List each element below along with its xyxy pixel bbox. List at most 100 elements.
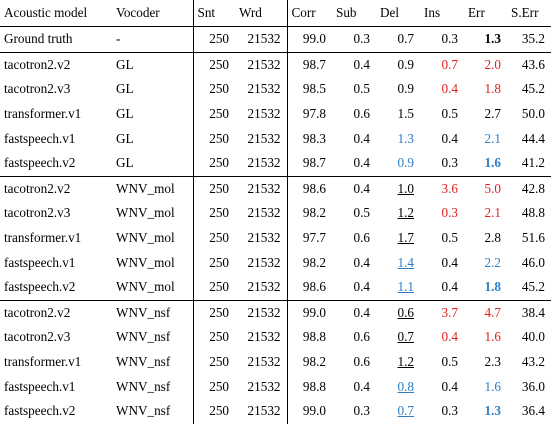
cell-sub: 0.4 (332, 299, 376, 326)
cell-del: 0.7 (397, 403, 414, 419)
cell-wrd: 21532 (235, 51, 287, 78)
cell-acoustic-model: tacotron2.v2 (0, 51, 112, 78)
cell-corr: 99.0 (286, 26, 332, 53)
table-row: tacotron2.v3 WNV_mol 250 21532 98.2 0.5 … (0, 201, 551, 226)
cell-err: 1.6 (484, 155, 501, 171)
table-row: tacotron2.v2 GL 250 21532 98.7 0.4 0.9 0… (0, 51, 551, 78)
cell-serr: 50.0 (521, 106, 545, 122)
cell-wrd: 21532 (247, 205, 281, 221)
cell-err: 2.0 (464, 51, 507, 78)
cell-serr: 51.6 (521, 230, 545, 246)
cell-vocoder: - (112, 26, 193, 53)
cell-acoustic-model: tacotron2.v3 (4, 205, 71, 221)
cell-sub: 0.4 (332, 51, 376, 78)
cell-snt: 250 (192, 398, 235, 424)
cell-sub: 0.4 (353, 378, 370, 394)
cell-del: 0.9 (397, 81, 414, 97)
header-row: Acoustic model Vocoder Snt Wrd Corr Sub … (0, 0, 551, 27)
cell-ins: 0.3 (441, 403, 458, 419)
cell-snt: 250 (192, 374, 235, 399)
cell-serr: 43.2 (521, 354, 545, 370)
cell-del: 1.4 (397, 254, 414, 270)
cell-sub: 0.4 (353, 279, 370, 295)
cell-vocoder: WNV_mol (112, 175, 193, 202)
header-snt: Snt (192, 0, 235, 27)
table-row: tacotron2.v3 WNV_nsf 250 21532 98.8 0.6 … (0, 325, 551, 350)
cell-ins: 0.7 (420, 51, 464, 78)
cell-wrd: 21532 (247, 354, 281, 370)
cell-sub: 0.3 (353, 403, 370, 419)
cell-snt: 250 (192, 274, 235, 301)
cell-sub: 0.5 (353, 81, 370, 97)
cell-corr: 98.7 (286, 51, 332, 78)
cell-snt: 250 (192, 201, 235, 226)
cell-snt: 250 (192, 349, 235, 375)
cell-err: 2.7 (484, 106, 501, 122)
cell-snt: 250 (192, 299, 235, 326)
cell-del: 1.2 (397, 205, 414, 221)
cell-sub: 0.4 (353, 254, 370, 270)
cell-err: 2.3 (484, 354, 501, 370)
cell-del: 0.9 (376, 51, 420, 78)
cell-ins: 0.4 (441, 130, 458, 146)
cell-vocoder: WNV_mol (116, 205, 175, 221)
cell-wrd: 21532 (247, 254, 281, 270)
table-row: fastspeech.v1 WNV_mol 250 21532 98.2 0.4… (0, 250, 551, 275)
table-row: tacotron2.v2 WNV_mol 250 21532 98.6 0.4 … (0, 175, 551, 202)
cell-acoustic-model: tacotron2.v2 (0, 299, 112, 326)
cell-snt: 250 (192, 250, 235, 275)
table-row: Ground truth - 250 21532 99.0 0.3 0.7 0.… (0, 26, 551, 53)
cell-serr: 43.6 (507, 51, 551, 78)
cell-err: 5.0 (464, 175, 507, 202)
cell-acoustic-model: transformer.v1 (4, 230, 82, 246)
cell-serr: 48.8 (521, 205, 545, 221)
cell-wrd: 21532 (247, 329, 281, 345)
cell-corr: 98.2 (286, 201, 332, 226)
header-vocoder: Vocoder (116, 5, 160, 20)
cell-serr: 38.4 (507, 299, 551, 326)
cell-err: 4.7 (464, 299, 507, 326)
header-sub: Sub (336, 5, 357, 20)
table-row: tacotron2.v3 GL 250 21532 98.5 0.5 0.9 0… (0, 77, 551, 102)
cell-corr: 98.5 (286, 77, 332, 102)
cell-serr: 46.0 (521, 254, 545, 270)
table-row: fastspeech.v2 GL 250 21532 98.7 0.4 0.9 … (0, 150, 551, 177)
cell-wrd: 21532 (235, 26, 287, 53)
cell-serr: 45.2 (521, 81, 545, 97)
table-row: transformer.v1 WNV_mol 250 21532 97.7 0.… (0, 225, 551, 251)
cell-snt: 250 (192, 77, 235, 102)
cell-serr: 40.0 (521, 329, 545, 345)
cell-ins: 0.5 (441, 354, 458, 370)
cell-vocoder: WNV_nsf (116, 354, 171, 370)
cell-acoustic-model: fastspeech.v1 (4, 378, 76, 394)
cell-err: 1.3 (464, 26, 507, 53)
header-serr: S.Err (511, 5, 539, 20)
header-corr: Corr (286, 0, 332, 27)
cell-corr: 98.2 (286, 349, 332, 375)
cell-corr: 98.7 (286, 150, 332, 177)
table-row: transformer.v1 WNV_nsf 250 21532 98.2 0.… (0, 349, 551, 375)
cell-sub: 0.4 (353, 155, 370, 171)
cell-corr: 98.6 (286, 175, 332, 202)
cell-ins: 0.4 (441, 254, 458, 270)
cell-vocoder: GL (116, 81, 134, 97)
cell-del: 1.7 (397, 230, 414, 246)
cell-vocoder: WNV_nsf (112, 299, 193, 326)
cell-wrd: 21532 (247, 279, 281, 295)
cell-wrd: 21532 (247, 155, 281, 171)
cell-del: 1.5 (397, 106, 414, 122)
cell-snt: 250 (192, 325, 235, 350)
cell-corr: 97.7 (286, 225, 332, 251)
cell-del: 1.3 (397, 130, 414, 146)
cell-err: 2.8 (484, 230, 501, 246)
cell-ins: 0.4 (441, 378, 458, 394)
cell-sub: 0.4 (353, 130, 370, 146)
cell-sub: 0.4 (332, 175, 376, 202)
header-err: Err (468, 5, 485, 20)
cell-del: 0.8 (397, 378, 414, 394)
cell-del: 1.0 (376, 175, 420, 202)
table-row: transformer.v1 GL 250 21532 97.8 0.6 1.5… (0, 101, 551, 127)
cell-sub: 0.6 (353, 354, 370, 370)
cell-wrd: 21532 (247, 230, 281, 246)
